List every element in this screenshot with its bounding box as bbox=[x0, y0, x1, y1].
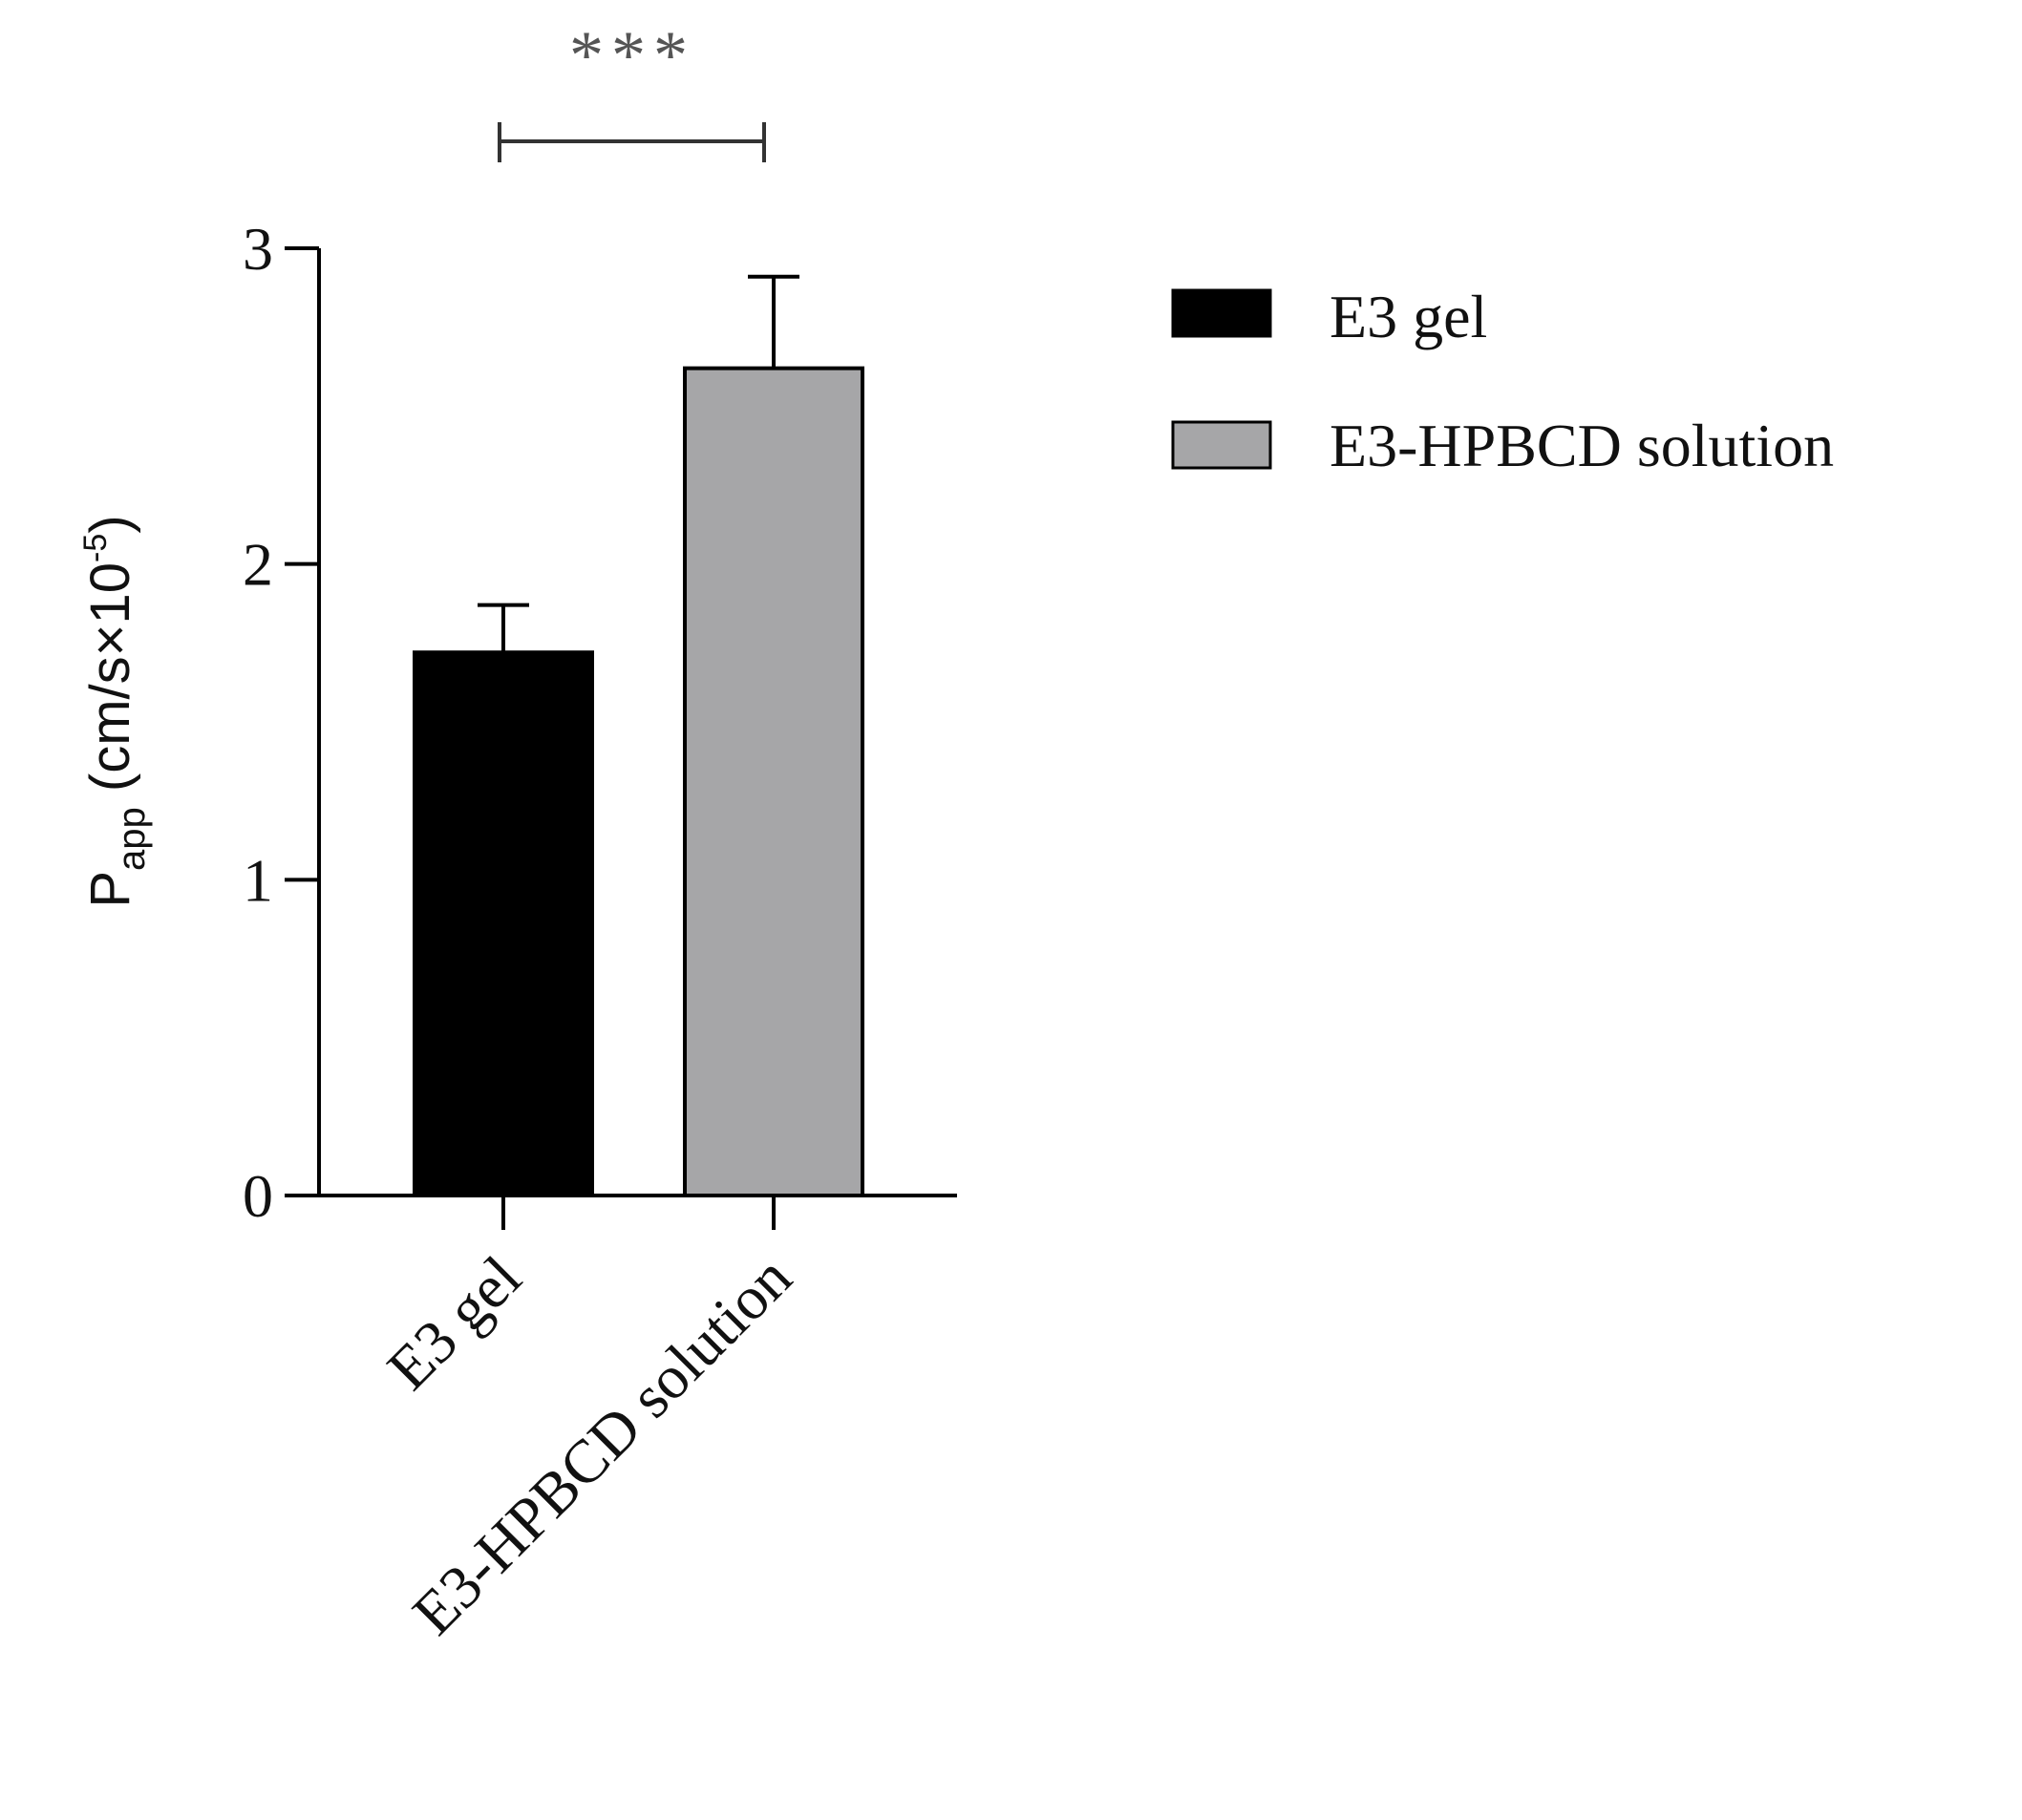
legend-swatch-e3-hpbcd-solution bbox=[1171, 420, 1272, 470]
legend-swatch-e3-gel bbox=[1171, 288, 1272, 338]
bar-e3-gel bbox=[413, 650, 594, 1197]
y-axis-label: Papp (cm/s×10-5) bbox=[77, 515, 153, 907]
y-axis-label-unit: (cm/s×10 bbox=[79, 562, 141, 807]
legend: E3 gel E3-HPBCD solution bbox=[1171, 283, 1834, 479]
bars bbox=[413, 274, 864, 1197]
y-tick-label: 3 bbox=[243, 215, 273, 283]
y-axis-label-sup: -5 bbox=[77, 534, 114, 562]
y-tick-label: 1 bbox=[243, 846, 273, 914]
y-tick-label: 0 bbox=[243, 1162, 273, 1230]
y-axis-label-main: P bbox=[79, 871, 141, 908]
y-tick-label: 2 bbox=[243, 531, 273, 599]
y-axis-label-sub: app bbox=[111, 807, 153, 871]
y-ticks: 0 1 2 3 bbox=[243, 215, 319, 1230]
legend-label-e3-gel: E3 gel bbox=[1330, 283, 1487, 350]
bar-e3-hpbcd-solution bbox=[683, 366, 864, 1197]
legend-label-e3-hpbcd-solution: E3-HPBCD solution bbox=[1330, 412, 1834, 479]
y-axis-label-end: ) bbox=[79, 515, 141, 533]
significance-label: *** bbox=[569, 17, 695, 94]
significance-bracket: *** bbox=[498, 17, 766, 162]
x-tick-label-e3-gel: E3 gel bbox=[374, 1243, 534, 1403]
